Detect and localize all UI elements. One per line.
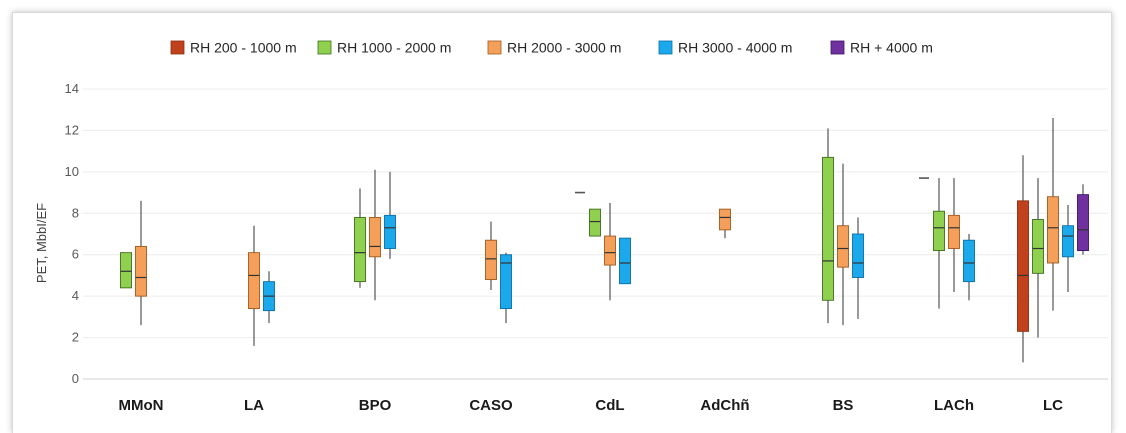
box-body <box>1017 200 1029 332</box>
x-category-label-mmon: MMoN <box>119 397 164 414</box>
box-adch-rh-2000-3000-m <box>719 208 731 239</box>
box-body <box>619 237 631 285</box>
x-category-label-cdl: CdL <box>595 397 624 414</box>
box-la-rh-3000-4000-m <box>263 271 275 324</box>
box-plot-chart: RH 200 - 1000 m RH 1000 - 2000 m RH 2000 -… <box>34 40 1108 414</box>
box-bs-rh-2000-3000-m <box>837 163 849 326</box>
box-bpo-rh-1000-2000-m <box>354 188 366 288</box>
box-body <box>933 210 945 252</box>
box-cdl-rh-2000-3000-m <box>604 202 616 301</box>
box-lach-rh-2000-3000-m <box>948 178 960 292</box>
box-body <box>354 216 366 283</box>
box-lc-rh-4000-m <box>1077 184 1089 255</box>
box-body <box>369 216 381 258</box>
box-lc-rh-3000-4000-m <box>1062 205 1074 292</box>
y-axis-ticks: 0 2 4 6 8 10 12 14 <box>65 81 79 386</box>
box-body <box>120 252 132 289</box>
legend-swatch-rh-4000-m <box>830 40 845 55</box>
y-tick-label: 14 <box>65 81 79 96</box>
box-body <box>589 208 601 237</box>
box-mmon-rh-2000-3000-m <box>135 200 147 326</box>
legend-swatch-rh-1000-2000-m <box>317 40 332 55</box>
box-body <box>1047 196 1059 264</box>
box-lc-rh-200-1000-m <box>1017 155 1029 363</box>
box-body <box>248 252 260 310</box>
legend-label-rh-4000-m: RH + 4000 m <box>850 40 933 56</box>
chart-frame: RH 200 - 1000 m RH 1000 - 2000 m RH 2000 -… <box>12 12 1112 433</box>
y-tick-label: 12 <box>65 122 79 137</box>
y-tick-label: 0 <box>72 371 79 386</box>
legend: RH 200 - 1000 m RH 1000 - 2000 m RH 2000 -… <box>170 40 933 56</box>
legend-swatch-rh-2000-3000-m <box>487 40 502 55</box>
box-body <box>948 214 960 249</box>
box-body <box>837 225 849 268</box>
box-cdl-rh-3000-4000-m <box>619 237 631 285</box>
box-body <box>604 235 616 266</box>
box-body <box>485 239 497 281</box>
box-body <box>963 239 975 283</box>
box-body <box>1062 225 1074 258</box>
box-bpo-rh-3000-4000-m <box>384 171 396 259</box>
x-category-label-adch: AdChñ <box>700 397 749 414</box>
x-axis-categories: MMoN LA BPO CASO CdL AdChñ BS LACh LC <box>119 397 1064 414</box>
x-category-label-bs: BS <box>833 397 854 414</box>
box-body <box>822 156 834 301</box>
legend-label-rh-200-1000-m: RH 200 - 1000 m <box>190 40 297 56</box>
y-tick-label: 6 <box>72 247 79 262</box>
legend-label-rh-2000-3000-m: RH 2000 - 3000 m <box>507 40 621 56</box>
box-body <box>135 245 147 297</box>
box-lach-rh-3000-4000-m <box>963 234 975 301</box>
box-cdl-rh-1000-2000-m <box>589 208 601 237</box>
legend-swatch-rh-200-1000-m <box>170 40 185 55</box>
box-lc-rh-1000-2000-m <box>1032 178 1044 338</box>
box-bpo-rh-2000-3000-m <box>369 169 381 301</box>
y-tick-label: 2 <box>72 330 79 345</box>
box-body <box>719 208 731 231</box>
x-category-label-bpo: BPO <box>359 397 392 414</box>
box-mmon-rh-1000-2000-m <box>120 252 132 289</box>
y-tick-label: 4 <box>72 288 79 303</box>
legend-label-rh-1000-2000-m: RH 1000 - 2000 m <box>337 40 451 56</box>
x-category-label-caso: CASO <box>469 397 513 414</box>
box-caso-rh-2000-3000-m <box>485 221 497 290</box>
box-bs-rh-3000-4000-m <box>852 217 864 319</box>
y-tick-label: 8 <box>72 205 79 220</box>
box-series <box>120 118 1089 363</box>
box-body <box>852 233 864 278</box>
legend-label-rh-3000-4000-m: RH 3000 - 4000 m <box>678 40 792 56</box>
box-bs-rh-1000-2000-m <box>822 128 834 324</box>
box-body <box>1032 219 1044 274</box>
box-lc-rh-2000-3000-m <box>1047 118 1059 311</box>
x-category-label-lc: LC <box>1043 397 1063 414</box>
box-body <box>1077 194 1089 252</box>
x-category-label-la: LA <box>244 397 264 414</box>
x-category-label-lach: LACh <box>934 397 974 414</box>
box-la-rh-2000-3000-m <box>248 225 260 346</box>
y-tick-label: 10 <box>65 164 79 179</box>
box-caso-rh-3000-4000-m <box>500 252 512 324</box>
legend-swatch-rh-3000-4000-m <box>658 40 673 55</box>
box-body <box>500 254 512 310</box>
box-body <box>384 214 396 249</box>
box-lach-rh-1000-2000-m <box>933 178 945 309</box>
y-axis-label: PET, MbbI/EF <box>34 203 49 283</box>
